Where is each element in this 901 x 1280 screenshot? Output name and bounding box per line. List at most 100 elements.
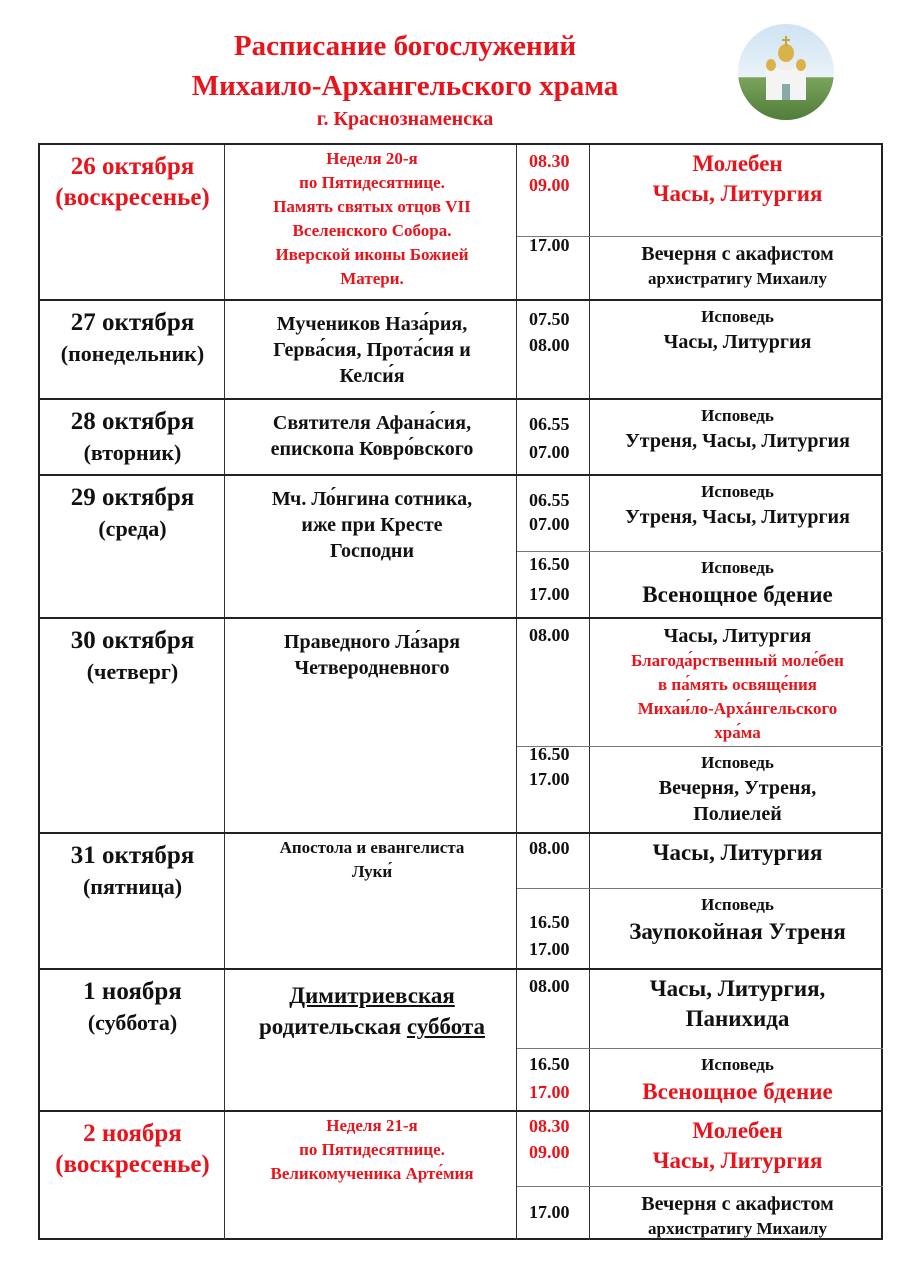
feast-text: епископа Ковро́вского [270, 438, 474, 460]
weekday-text: (вторник) [83, 440, 182, 465]
date-cell: 29 октября (среда) [40, 482, 225, 544]
service-line: Часы, Литургия [663, 331, 812, 353]
feast-line: Неделя 20-я [227, 147, 517, 171]
service-line: архистратигу Михаилу [648, 1219, 827, 1238]
date-text: 28 октября [70, 408, 195, 435]
feast-text: по Пятидесятнице. [299, 173, 445, 192]
service-line: Благода́рственный моле́бен [631, 651, 844, 670]
service-line: Вечерня, Утреня, [658, 777, 817, 799]
service-line: хра́ма [714, 723, 761, 742]
date-cell: 28 октября (вторник) [40, 406, 225, 468]
service-line: Исповедь [701, 558, 774, 577]
feast-cell: Мч. Ло́нгина сотника, иже при Кресте Госпо… [227, 486, 517, 564]
date-text: 30 октября [70, 627, 195, 654]
service-cell: Вечерня с акафистом архистратигу Михаилу [592, 1191, 883, 1241]
row-divider [40, 299, 883, 301]
feast-text: родительская [259, 1014, 407, 1039]
time-text: 17.00 [529, 235, 570, 255]
service-line: Исповедь [701, 307, 774, 326]
service-cell: Часы, Литургия [592, 838, 883, 868]
time-text: 08.30 [529, 151, 570, 171]
feast-line: Господни [227, 538, 517, 564]
feast-text: Неделя 21-я [326, 1116, 418, 1135]
subrow-divider [517, 1186, 883, 1187]
feast-text: иже при Кресте [301, 514, 443, 536]
service-line: Утреня, Часы, Литургия [625, 430, 850, 452]
service-cell: Часы, Литургия, Панихида [592, 974, 883, 1034]
feast-cell: Мучеников Наза́рия, Герва́сия, Прота́сия … [227, 311, 517, 389]
feast-text: Праведного Ла́заря [283, 631, 461, 653]
service-cell: Исповедь Вечерня, Утреня, Полиелей [592, 751, 883, 827]
feast-text: Память святых отцов VII [273, 197, 471, 216]
feast-text: суббота [406, 1014, 485, 1039]
service-line: в па́мять освяще́ния [658, 675, 817, 694]
weekday-text: (среда) [98, 516, 167, 541]
date-cell: 31 октября (пятница) [40, 840, 225, 902]
time-text: 07.50 [529, 309, 570, 329]
feast-line: Матери. [227, 267, 517, 291]
feast-line: Праведного Ла́заря [227, 629, 517, 655]
service-line: Часы, Литургия [663, 625, 812, 647]
service-line: Полиелей [693, 803, 782, 825]
service-line: Исповедь [701, 406, 774, 425]
feast-text: Луки́ [351, 862, 393, 881]
weekday-text: (суббота) [87, 1010, 178, 1035]
date-text: 2 ноября [83, 1120, 182, 1147]
feast-cell: Неделя 21-я по Пятидесятнице. Великомучени… [227, 1114, 517, 1186]
church-image [738, 24, 834, 120]
service-cell: Вечерня с акафистом архистратигу Михаилу [592, 241, 883, 291]
date-cell: 1 ноября (суббота) [40, 976, 225, 1038]
subrow-divider [517, 236, 883, 237]
service-cell: Молебен Часы, Литургия [592, 149, 883, 209]
service-line: Часы, Литургия [652, 1148, 823, 1173]
service-line: Исповедь [701, 753, 774, 772]
feast-text: Апостола и евангелиста [279, 838, 465, 857]
feast-line: Димитриевская [227, 980, 517, 1011]
feast-line: Вселенского Собора. [227, 219, 517, 243]
time-text: 06.55 [529, 490, 570, 510]
feast-text: Иверской иконы Божией [275, 245, 469, 264]
service-line: Заупокойная Утреня [629, 919, 846, 944]
schedule-table: 26 октября (воскресенье) Неделя 20-я по Пят… [38, 143, 883, 1240]
service-line: Молебен [692, 1118, 783, 1143]
service-cell: Часы, Литургия Благода́рственный моле́бен… [592, 623, 883, 745]
service-line: Михаи́ло-Архáнгельского [637, 699, 838, 718]
date-text: 26 октября [70, 153, 195, 180]
time-text: 09.00 [529, 1142, 570, 1162]
date-cell: 30 октября (четверг) [40, 625, 225, 687]
date-cell: 26 октября (воскресенье) [40, 151, 225, 213]
feast-line: Луки́ [227, 860, 517, 884]
feast-line: Четверодневного [227, 655, 517, 681]
service-cell: Исповедь Утреня, Часы, Литургия [592, 480, 883, 530]
weekday-text: (воскресенье) [55, 184, 210, 211]
feast-text: Герва́сия, Прота́сия и [273, 339, 471, 361]
date-cell: 2 ноября (воскресенье) [40, 1118, 225, 1180]
time-text: 08.00 [529, 838, 570, 858]
time-text: 09.00 [529, 175, 570, 195]
column-divider [589, 145, 590, 1240]
service-line: Часы, Литургия, [649, 976, 826, 1001]
date-text: 1 ноября [83, 978, 182, 1005]
time-text: 17.00 [529, 939, 570, 959]
time-text: 16.50 [529, 912, 570, 932]
weekday-text: (пятница) [82, 874, 183, 899]
service-line: Утреня, Часы, Литургия [625, 506, 850, 528]
feast-text: Великомученика Арте́мия [270, 1164, 474, 1183]
time-text: 08.00 [529, 335, 570, 355]
feast-text: Неделя 20-я [326, 149, 418, 168]
feast-line: родительская суббота [227, 1011, 517, 1042]
service-line: Вечерня с акафистом [641, 243, 834, 265]
feast-text: по Пятидесятнице. [299, 1140, 445, 1159]
service-cell: Исповедь Всенощное бдение [592, 556, 883, 610]
time-text: 17.00 [529, 1082, 570, 1102]
feast-line: по Пятидесятнице. [227, 1138, 517, 1162]
service-cell: Молебен Часы, Литургия [592, 1116, 883, 1176]
row-divider [40, 968, 883, 970]
feast-text: Келси́я [339, 365, 405, 387]
row-divider [40, 617, 883, 619]
time-text: 16.50 [529, 554, 570, 574]
service-line: Исповедь [701, 1055, 774, 1074]
service-line: Всенощное бдение [642, 582, 833, 607]
time-text: 08.00 [529, 625, 570, 645]
service-cell: Исповедь Всенощное бдение [592, 1053, 883, 1107]
